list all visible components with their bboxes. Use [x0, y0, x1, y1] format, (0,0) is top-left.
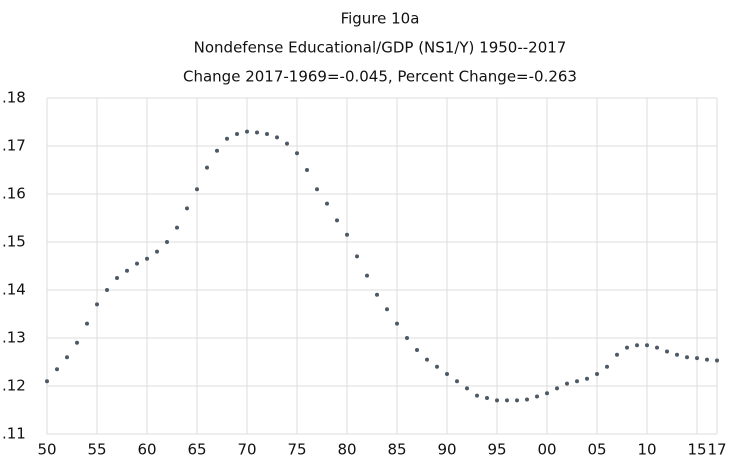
data-point: [425, 357, 429, 362]
data-point: [465, 386, 469, 391]
data-point: [85, 321, 89, 326]
data-point: [355, 254, 359, 259]
x-tick-label: 75: [287, 441, 306, 459]
chart-title: Figure 10a: [341, 10, 420, 28]
data-point: [115, 276, 119, 280]
data-point: [45, 379, 49, 384]
data-point: [225, 136, 229, 141]
data-point: [165, 240, 169, 244]
data-point: [215, 148, 219, 153]
data-point: [625, 345, 629, 350]
chart-subtitle: Nondefense Educational/GDP (NS1/Y) 1950-…: [194, 39, 567, 57]
data-point: [395, 321, 399, 326]
data-point: [645, 343, 649, 348]
data-point: [525, 397, 529, 402]
y-tick-label: .12: [2, 377, 26, 395]
x-tick-label: 50: [37, 441, 56, 459]
data-point: [325, 201, 329, 206]
data-point: [685, 355, 689, 360]
data-point: [605, 364, 609, 369]
y-tick-label: .16: [2, 185, 26, 203]
data-point: [195, 187, 199, 192]
x-tick-label: 85: [387, 441, 406, 459]
data-point: [155, 249, 159, 254]
data-point: [285, 141, 289, 146]
data-point: [445, 372, 449, 376]
data-point: [575, 379, 579, 384]
data-point: [585, 376, 589, 381]
data-point: [105, 288, 109, 292]
data-point: [635, 343, 639, 348]
data-point: [335, 218, 339, 223]
data-point: [145, 256, 149, 261]
y-tick-label: .14: [2, 281, 26, 299]
x-tick-label: 90: [437, 441, 456, 459]
x-tick-label: 95: [487, 441, 506, 459]
data-point: [315, 187, 319, 192]
x-tick-label: 05: [587, 441, 606, 459]
data-point: [185, 206, 189, 211]
data-point: [705, 357, 709, 362]
data-point: [655, 345, 659, 350]
data-point: [295, 151, 299, 156]
data-point: [495, 398, 499, 403]
data-point: [345, 232, 349, 237]
data-point: [175, 225, 179, 230]
data-point: [55, 367, 59, 372]
data-point: [205, 165, 209, 170]
x-tick-label: 80: [337, 441, 356, 459]
data-point: [245, 129, 249, 134]
data-point: [235, 132, 239, 136]
chart-annotation: Change 2017-1969=-0.045, Percent Change=…: [183, 68, 577, 86]
y-tick-label: .18: [2, 89, 26, 107]
data-point: [275, 135, 279, 140]
x-tick-label: 10: [637, 441, 656, 459]
data-point: [555, 386, 559, 391]
data-point: [385, 307, 389, 312]
data-point: [65, 355, 69, 360]
y-tick-label: .17: [2, 137, 26, 155]
x-tick-label: 15: [687, 441, 706, 459]
data-point: [365, 273, 369, 278]
y-tick-label: .15: [2, 233, 26, 251]
x-tick-label: 17: [707, 441, 726, 459]
data-point: [675, 352, 679, 357]
data-point: [415, 348, 419, 352]
data-point: [265, 132, 269, 136]
y-tick-label: .11: [2, 425, 26, 443]
data-point: [615, 352, 619, 357]
data-point: [405, 336, 409, 340]
data-point: [505, 398, 509, 403]
data-point: [485, 396, 489, 400]
x-tick-label: 55: [87, 441, 106, 459]
data-point: [515, 398, 519, 403]
data-point: [75, 340, 79, 345]
data-point: [715, 358, 719, 363]
data-point: [435, 364, 439, 369]
data-point: [695, 356, 699, 361]
data-point: [125, 268, 129, 273]
data-point: [565, 381, 569, 386]
y-tick-label: .13: [2, 329, 26, 347]
data-point: [305, 168, 309, 172]
data-point: [95, 302, 99, 307]
data-point: [375, 292, 379, 297]
data-point: [455, 379, 459, 384]
x-tick-label: 60: [137, 441, 156, 459]
data-point: [135, 261, 139, 266]
data-point: [545, 391, 549, 396]
x-tick-label: 00: [537, 441, 556, 459]
data-point: [595, 372, 599, 376]
x-tick-label: 70: [237, 441, 256, 459]
data-point: [535, 394, 539, 399]
data-point: [255, 130, 259, 135]
x-tick-label: 65: [187, 441, 206, 459]
data-point: [475, 393, 479, 398]
data-point: [665, 349, 669, 354]
